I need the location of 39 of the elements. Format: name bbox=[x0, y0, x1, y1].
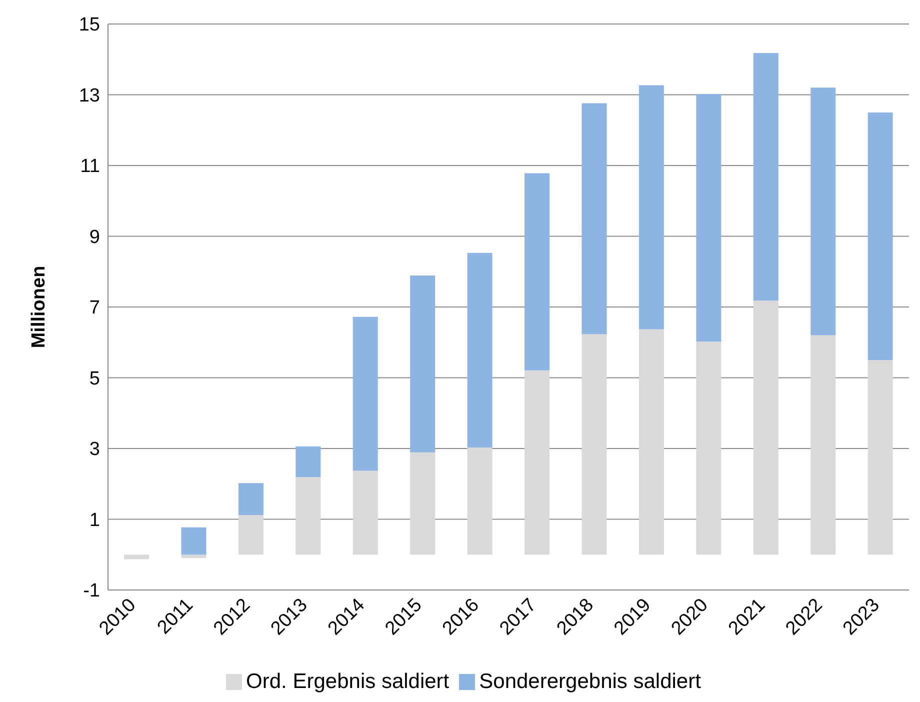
bar bbox=[810, 88, 836, 336]
legend-label: Sonderergebnis saldiert bbox=[479, 670, 701, 693]
bar bbox=[696, 342, 722, 555]
bar bbox=[410, 452, 436, 555]
bar bbox=[181, 527, 206, 555]
bar bbox=[410, 276, 436, 452]
y-tick-label: 9 bbox=[89, 226, 100, 248]
bar bbox=[582, 334, 607, 555]
bar bbox=[296, 477, 321, 555]
y-tick-label: 7 bbox=[89, 298, 100, 319]
y-tick-label: 5 bbox=[89, 368, 100, 390]
bar bbox=[810, 335, 836, 555]
bar bbox=[753, 300, 778, 555]
bar bbox=[238, 483, 264, 516]
bar bbox=[524, 370, 550, 555]
y-tick-label: 15 bbox=[78, 14, 100, 36]
bar bbox=[352, 316, 378, 471]
bar bbox=[582, 103, 607, 334]
y-tick-label: 11 bbox=[80, 156, 100, 178]
bar bbox=[467, 447, 492, 555]
bar bbox=[868, 112, 893, 360]
bar bbox=[868, 360, 893, 555]
bar bbox=[753, 53, 778, 301]
bar bbox=[696, 94, 722, 342]
bar bbox=[352, 470, 378, 555]
bar bbox=[467, 252, 492, 448]
legend-label: Ord. Ergebnis saldiert bbox=[246, 670, 450, 693]
y-axis-title: Millionen bbox=[28, 266, 50, 348]
bar bbox=[181, 554, 206, 558]
bar bbox=[124, 554, 150, 560]
bar bbox=[638, 329, 664, 555]
y-tick-label: -1 bbox=[83, 580, 100, 602]
y-tick-label: 3 bbox=[89, 439, 100, 460]
y-tick-label: 13 bbox=[78, 85, 100, 106]
bar bbox=[524, 173, 550, 370]
bar bbox=[638, 85, 664, 330]
bar bbox=[238, 515, 264, 555]
bar bbox=[296, 446, 321, 478]
y-tick-label: 1 bbox=[89, 510, 100, 531]
